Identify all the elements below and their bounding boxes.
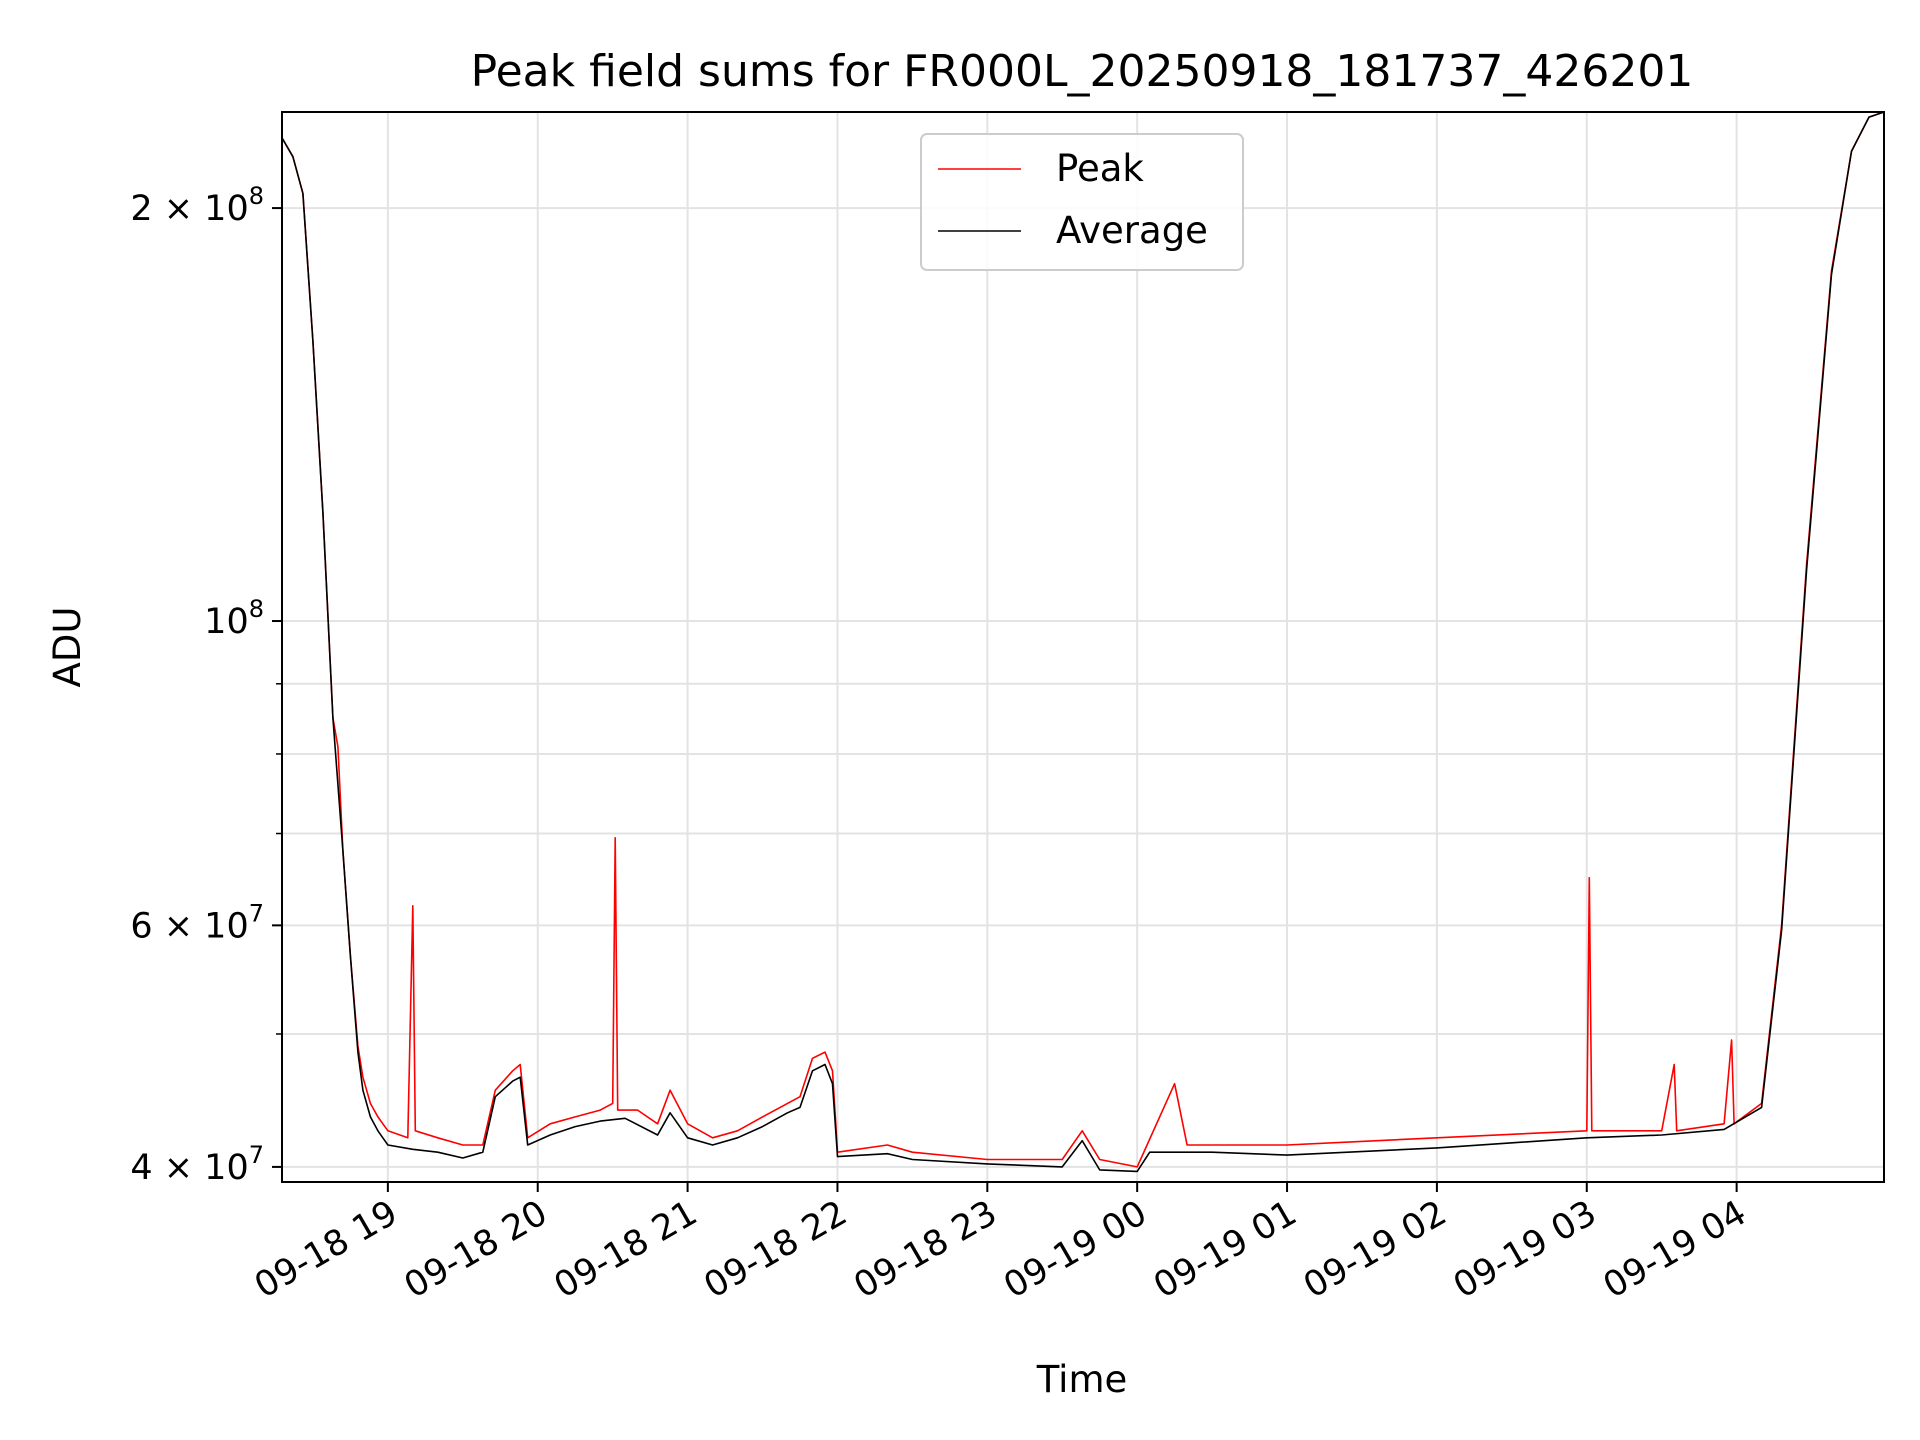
x-axis-label: Time bbox=[1036, 1358, 1128, 1401]
grid bbox=[282, 112, 1884, 1182]
chart-title: Peak field sums for FR000L_20250918_1817… bbox=[471, 46, 1694, 97]
series-line-peak bbox=[281, 111, 1885, 1168]
y-tick-label: 108 bbox=[204, 595, 264, 642]
y-tick-label: 4 × 107 bbox=[130, 1141, 264, 1188]
legend-box bbox=[920, 133, 1244, 271]
legend-label-peak: Peak bbox=[1056, 147, 1144, 190]
y-tick-label: 2 × 108 bbox=[130, 182, 264, 229]
legend: Peak Average bbox=[920, 133, 1244, 271]
y-axis: 4 × 107 6 × 107 108 2 × 108 bbox=[130, 182, 282, 1188]
y-tick-label: 6 × 107 bbox=[130, 899, 264, 946]
y-axis-label: ADU bbox=[46, 607, 89, 688]
legend-label-average: Average bbox=[1056, 209, 1208, 252]
axes-frame bbox=[281, 111, 1885, 1183]
series-line-average bbox=[281, 111, 1885, 1173]
plot-area bbox=[281, 111, 1885, 1173]
